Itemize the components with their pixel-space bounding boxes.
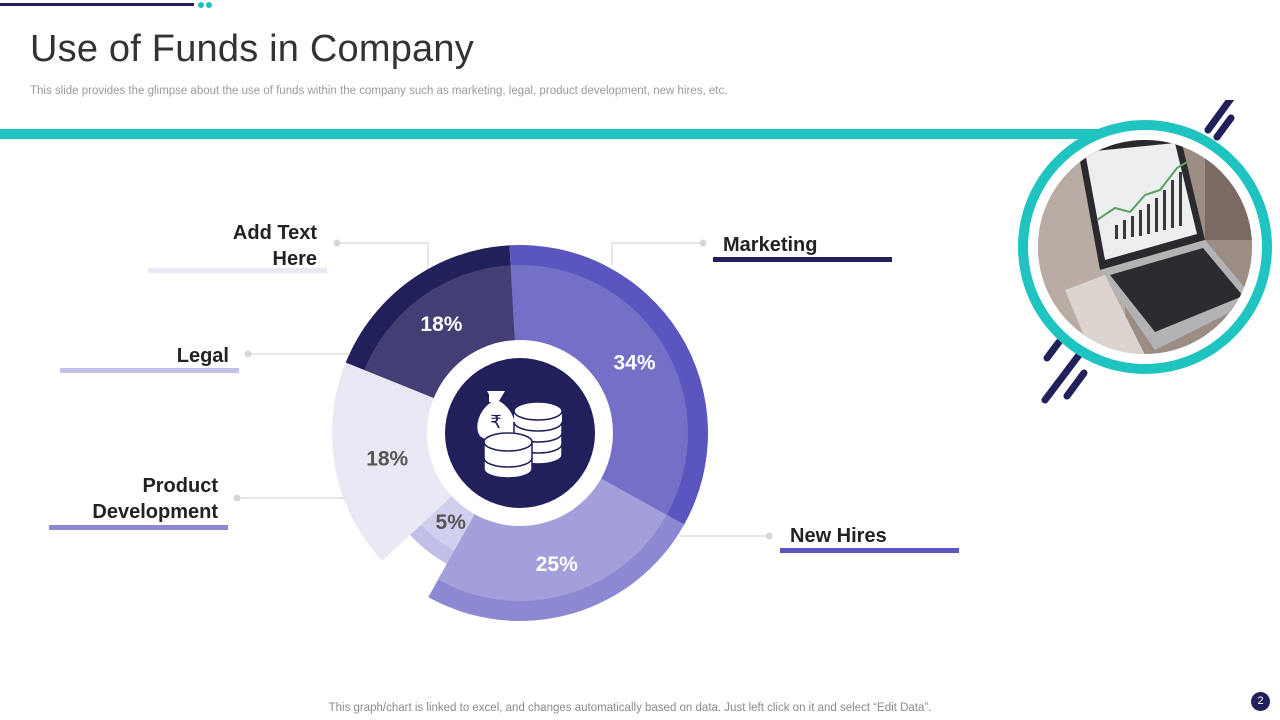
leader-dot-new-hires — [765, 532, 773, 540]
top-accent-dot — [206, 2, 212, 8]
underline-new-hires — [780, 548, 959, 553]
teal-divider-bar — [0, 129, 1110, 139]
leader-dot-add-text-here — [333, 239, 341, 247]
rupee-symbol: ₹ — [490, 412, 501, 433]
label-new-hires: New Hires — [790, 525, 887, 547]
pie-value-labels: 18% 34% 25% 5% 18% — [366, 313, 656, 576]
leader-lines — [233, 239, 773, 540]
pie-slice-inner-product-development — [438, 474, 667, 601]
top-accent-line — [0, 3, 194, 6]
leader-line-marketing — [611, 242, 703, 265]
pie-value-label-product-development: 25% — [536, 553, 578, 576]
decorative-slashes — [1041, 100, 1235, 404]
slide-subtitle: This slide provides the glimpse about th… — [30, 85, 728, 97]
pie-value-label-marketing: 18% — [420, 313, 462, 336]
slide-title: Use of Funds in Company — [30, 28, 474, 70]
top-accent-dot — [198, 2, 204, 8]
underline-marketing — [713, 257, 892, 262]
pie-value-label-new-hires: 34% — [613, 351, 655, 374]
pie-value-label-add-text-here: 18% — [366, 447, 408, 470]
laptop-photo — [1038, 140, 1252, 354]
label-add-text-here: Add Text Here — [232, 222, 317, 270]
footer-note: This graph/chart is linked to excel, and… — [328, 702, 932, 714]
underline-product-development — [49, 525, 228, 530]
leader-dot-legal — [244, 350, 252, 358]
laptop-photo-frame — [1018, 100, 1272, 404]
pie-value-label-legal: 5% — [436, 511, 467, 534]
leader-dot-product-development — [233, 494, 241, 502]
label-legal: Legal — [176, 345, 229, 367]
pie-slice-inner-marketing — [364, 265, 516, 401]
label-product-development: Product Development — [92, 475, 218, 523]
leader-dot-marketing — [699, 239, 707, 247]
page-number: 2 — [1251, 692, 1270, 711]
money-bag-and-coins-icon: ₹ — [477, 391, 563, 479]
label-marketing: Marketing — [723, 234, 818, 256]
underline-legal — [60, 368, 239, 373]
leader-line-add-text-here — [337, 242, 429, 268]
underline-add-text-here — [148, 268, 327, 273]
